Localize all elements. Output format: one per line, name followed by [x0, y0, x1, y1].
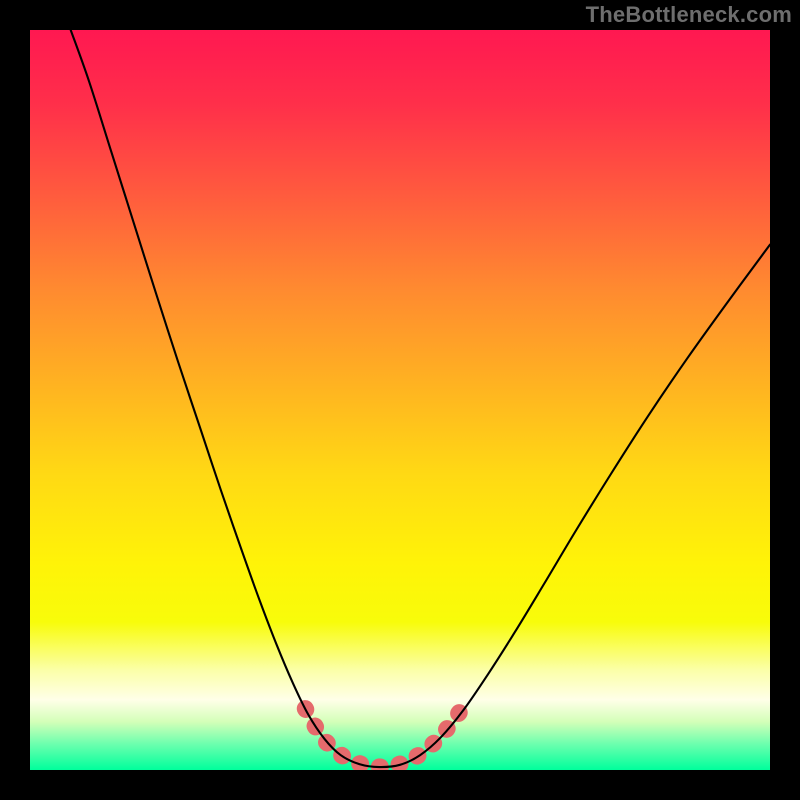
watermark-text: TheBottleneck.com [586, 2, 792, 28]
bottleneck-chart-svg [0, 0, 800, 800]
chart-container: TheBottleneck.com [0, 0, 800, 800]
